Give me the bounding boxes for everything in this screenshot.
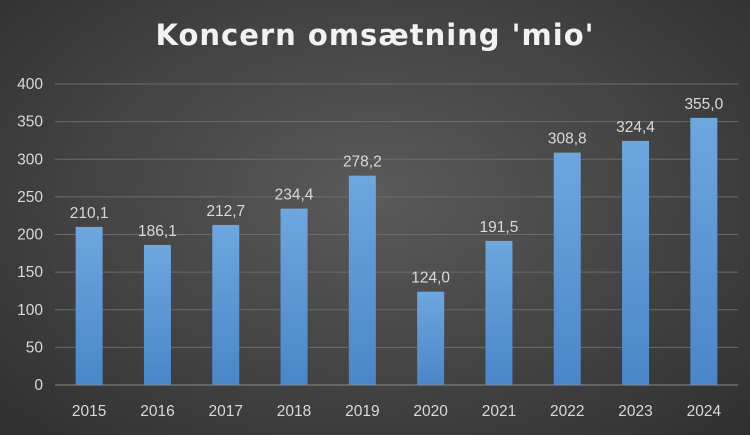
data-label: 210,1 [70,205,109,222]
y-tick-label: 150 [17,264,43,281]
y-tick-label: 250 [17,189,43,206]
bar [280,208,308,385]
y-tick-label: 50 [26,339,44,356]
bar [417,291,445,385]
bar [690,117,718,386]
data-label: 324,4 [616,119,655,136]
x-tick-label: 2021 [482,403,516,420]
bar [622,140,650,385]
data-labels: 210,1 186,1 212,7 234,4 278,2 124,0 191,5 308,8… [70,96,724,287]
bar [75,226,103,385]
bars [75,117,718,386]
chart-title: Koncern omsætning 'mio' [155,18,595,52]
x-tick-label: 2022 [550,403,584,420]
y-tick-label: 400 [17,76,43,93]
y-tick-label: 100 [17,302,43,319]
bar [143,244,171,385]
data-label: 234,4 [275,187,314,204]
x-tick-label: 2020 [413,403,448,420]
data-label: 191,5 [480,219,519,236]
data-label: 308,8 [548,131,587,148]
x-tick-label: 2019 [345,403,379,420]
y-tick-label: 200 [17,227,43,244]
x-tick-label: 2016 [140,403,174,420]
x-tick-label: 2023 [618,403,652,420]
y-tick-label: 300 [17,151,43,168]
bar [212,224,240,385]
data-label: 186,1 [138,223,177,240]
bar [348,175,376,385]
data-label: 124,0 [411,270,450,287]
y-tick-label: 0 [34,377,43,394]
data-label: 212,7 [206,203,245,220]
x-tick-label: 2024 [687,403,722,420]
bar [553,152,581,385]
axes: 0 50 100 150 200 250 300 350 400 2015 2016 2017 2018… [17,76,738,420]
x-tick-label: 2018 [277,403,311,420]
y-tick-label: 350 [17,114,43,131]
data-label: 278,2 [343,154,382,171]
x-tick-label: 2015 [72,403,106,420]
bar [485,240,513,385]
data-label: 355,0 [684,96,723,113]
x-tick-label: 2017 [209,403,243,420]
